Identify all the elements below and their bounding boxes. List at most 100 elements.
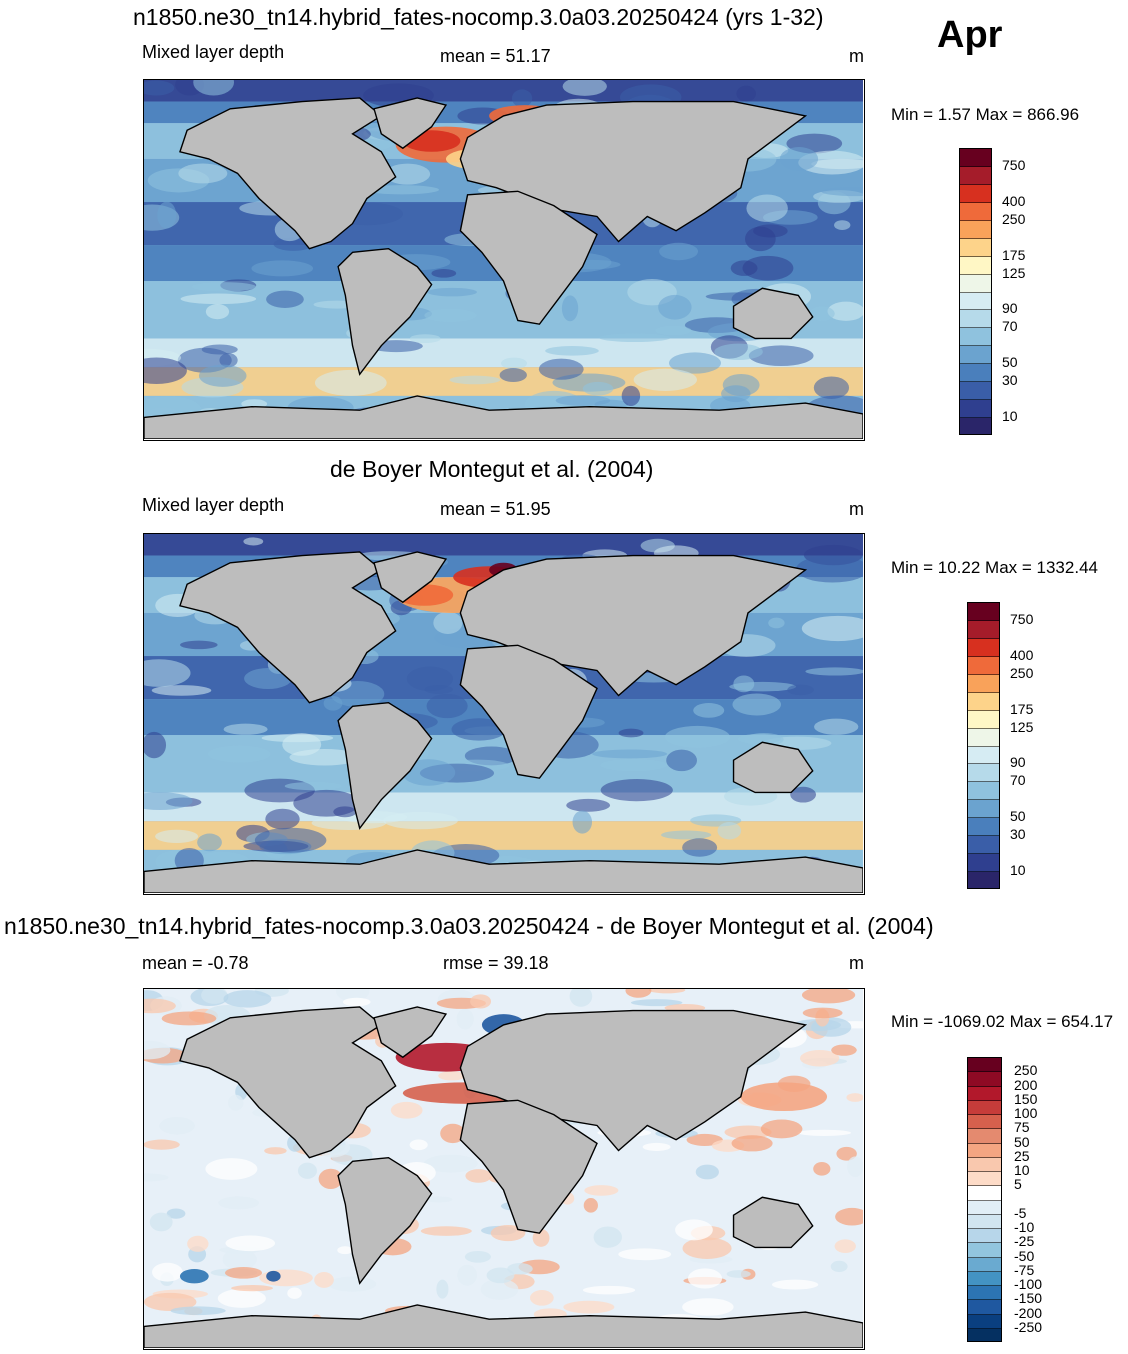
diff-blotch xyxy=(625,989,652,998)
field-blotch xyxy=(582,381,614,396)
diff-blotch xyxy=(465,1169,492,1183)
field-blotch xyxy=(742,255,794,281)
colorbar-tick-label: 10 xyxy=(1014,1162,1030,1178)
land-northAmerica xyxy=(179,551,397,704)
field-blotch xyxy=(178,163,228,184)
land-northAmerica xyxy=(179,1006,397,1159)
field-blotch xyxy=(205,304,230,320)
field-blotch xyxy=(243,537,264,546)
field-blotch xyxy=(197,833,222,852)
colorbar-swatch xyxy=(968,1086,1001,1101)
field-blotch xyxy=(424,308,477,323)
colorbar-tick-label: 70 xyxy=(1002,318,1018,335)
land-greenland xyxy=(373,97,448,150)
land-southAmerica xyxy=(337,701,433,830)
land-southAmerica xyxy=(337,247,433,376)
diff-blotch xyxy=(464,1250,491,1263)
field-blotch xyxy=(254,827,327,853)
diff-blotch xyxy=(201,989,228,1004)
field-blotch xyxy=(768,617,785,629)
field-blotch xyxy=(813,376,850,400)
field-blotch xyxy=(600,758,668,772)
colorbar-tick-label: 10 xyxy=(1010,862,1026,879)
field-blotch xyxy=(207,745,271,763)
diff-blotch xyxy=(847,1156,863,1178)
diff-blotch xyxy=(438,1071,466,1081)
field-blotch xyxy=(721,385,751,403)
field-blotch xyxy=(144,659,191,687)
diff-blotch xyxy=(797,1129,852,1136)
diff-blotch xyxy=(799,1050,840,1067)
diff-blotch xyxy=(223,990,272,1008)
diff-blotch xyxy=(584,1185,619,1196)
colorbar-tick-label: 90 xyxy=(1010,754,1026,771)
field-blotch xyxy=(796,555,863,583)
panel-2-units: m xyxy=(849,499,864,519)
field-blotch xyxy=(748,345,814,367)
colorbar-tick-label: 250 xyxy=(1002,210,1026,227)
panel-3-mean: mean = -0.78 xyxy=(142,953,249,973)
panel-1-minmax: Min = 1.57 Max = 866.96 xyxy=(891,105,1080,124)
field-blotch xyxy=(658,294,692,320)
diff-blotch xyxy=(205,1158,258,1180)
colorbar-swatch xyxy=(968,1115,1001,1130)
colorbar-swatch xyxy=(968,1286,1001,1301)
colorbar-swatch xyxy=(968,836,999,855)
field-blotch xyxy=(737,733,781,744)
colorbar-swatch xyxy=(968,1214,1001,1229)
colorbar-swatch xyxy=(968,1200,1001,1215)
diff-blotch xyxy=(222,1248,257,1271)
field-blotch xyxy=(572,810,593,834)
colorbar-tick-label: -5 xyxy=(1014,1204,1027,1221)
colorbar-swatch xyxy=(968,710,999,729)
diff-blotch xyxy=(159,1117,195,1135)
colorbar-swatch xyxy=(960,256,991,275)
diff-blotch xyxy=(218,1196,260,1210)
diff-blotch xyxy=(793,1019,842,1031)
month-label: Apr xyxy=(937,14,1003,56)
colorbar-swatch xyxy=(960,364,991,383)
diff-blotch xyxy=(830,1260,848,1273)
colorbar-swatch xyxy=(968,674,999,693)
field-blotch xyxy=(424,685,453,694)
panel-3-title: n1850.ne30_tn14.hybrid_fates-nocomp.3.0a… xyxy=(4,913,934,939)
colorbar-tick-label: -75 xyxy=(1014,1261,1035,1278)
colorbar-tick-label: 400 xyxy=(1010,646,1034,663)
diff-blotch xyxy=(390,1101,423,1119)
field-blotch xyxy=(282,733,322,756)
diff-blotch xyxy=(297,1162,317,1179)
diff-blotch xyxy=(642,1142,671,1151)
field-blotch xyxy=(144,80,175,96)
diff-blotch xyxy=(688,1268,723,1289)
diff-hotspot xyxy=(179,1269,209,1284)
field-blotch xyxy=(241,399,268,409)
colorbar-swatch xyxy=(968,1100,1001,1115)
panel-2-minmax: Min = 10.22 Max = 1332.44 xyxy=(891,558,1098,577)
diff-blotch xyxy=(264,1147,287,1155)
field-blotch xyxy=(431,269,457,278)
colorbar-tick-label: 10 xyxy=(1002,408,1018,425)
colorbar-swatch xyxy=(960,382,991,401)
diff-blotch xyxy=(217,1288,266,1308)
diff-blotch xyxy=(170,1306,226,1316)
colorbar-swatch xyxy=(968,1129,1001,1144)
diff-blotch xyxy=(440,1123,466,1144)
colorbar-tick-label: 100 xyxy=(1014,1105,1038,1121)
diff-blotch xyxy=(760,1119,803,1139)
field-blotch xyxy=(801,615,863,642)
colorbar-swatch xyxy=(960,149,991,167)
diff-blotch xyxy=(813,1162,831,1176)
field-blotch xyxy=(157,201,177,229)
colorbar-swatches xyxy=(959,148,992,435)
field-blotch xyxy=(180,640,218,650)
colorbar-swatch xyxy=(960,328,991,347)
field-blotch xyxy=(401,759,456,786)
colorbar-swatch xyxy=(968,1143,1001,1158)
field-blotch xyxy=(834,220,851,230)
field-blotch xyxy=(409,334,441,344)
field-blotch xyxy=(633,368,697,391)
field-blotch xyxy=(383,811,458,830)
diff-blotch xyxy=(835,1207,863,1226)
colorbar-swatch xyxy=(968,1257,1001,1272)
diff-blotch xyxy=(144,1040,171,1060)
